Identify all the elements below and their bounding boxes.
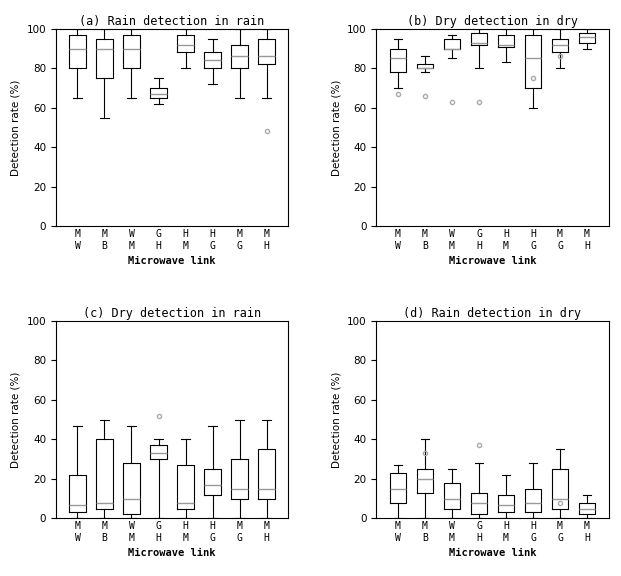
X-axis label: Microwave link: Microwave link [129, 256, 215, 266]
Y-axis label: Detection rate (%): Detection rate (%) [11, 79, 21, 176]
X-axis label: Microwave link: Microwave link [129, 548, 215, 558]
X-axis label: Microwave link: Microwave link [449, 548, 536, 558]
Y-axis label: Detection rate (%): Detection rate (%) [332, 372, 342, 468]
X-axis label: Microwave link: Microwave link [449, 256, 536, 266]
Title: (a) Rain detection in rain: (a) Rain detection in rain [79, 14, 265, 28]
Title: (d) Rain detection in dry: (d) Rain detection in dry [404, 307, 581, 320]
Y-axis label: Detection rate (%): Detection rate (%) [332, 79, 342, 176]
Y-axis label: Detection rate (%): Detection rate (%) [11, 372, 21, 468]
Title: (b) Dry detection in dry: (b) Dry detection in dry [407, 14, 578, 28]
Title: (c) Dry detection in rain: (c) Dry detection in rain [83, 307, 261, 320]
